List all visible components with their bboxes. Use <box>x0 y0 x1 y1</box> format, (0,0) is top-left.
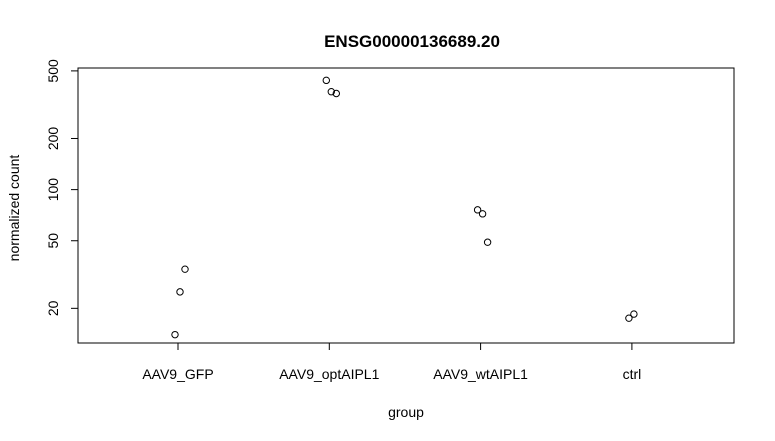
x-tick-label: AAV9_wtAIPL1 <box>433 366 528 382</box>
chart-title: ENSG00000136689.20 <box>324 32 500 51</box>
plot-frame <box>77 67 735 344</box>
data-point <box>625 314 633 322</box>
x-axis: AAV9_GFP AAV9_optAIPL1 AAV9_wtAIPL1 ctrl <box>142 343 641 382</box>
data-point <box>630 310 638 318</box>
data-point <box>478 210 487 218</box>
x-tick-label: AAV9_optAIPL1 <box>279 366 379 382</box>
x-axis-label: group <box>388 404 424 420</box>
y-tick-label: 100 <box>45 178 61 202</box>
data-point <box>181 265 189 273</box>
data-point <box>483 238 492 246</box>
y-tick-label: 50 <box>45 233 61 249</box>
y-tick-label: 500 <box>45 59 61 83</box>
data-points <box>171 76 638 339</box>
y-tick-label: 200 <box>45 127 61 151</box>
data-point <box>473 206 482 214</box>
y-axis: 20 50 100 200 500 <box>45 59 78 316</box>
data-point <box>171 330 179 339</box>
data-point <box>332 89 340 98</box>
y-axis-label: normalized count <box>6 155 22 262</box>
data-point <box>322 76 330 85</box>
x-tick-label: AAV9_GFP <box>142 366 213 382</box>
data-point <box>176 288 184 296</box>
x-tick-label: ctrl <box>623 366 642 382</box>
y-tick-label: 20 <box>45 300 61 316</box>
data-point <box>327 88 335 96</box>
